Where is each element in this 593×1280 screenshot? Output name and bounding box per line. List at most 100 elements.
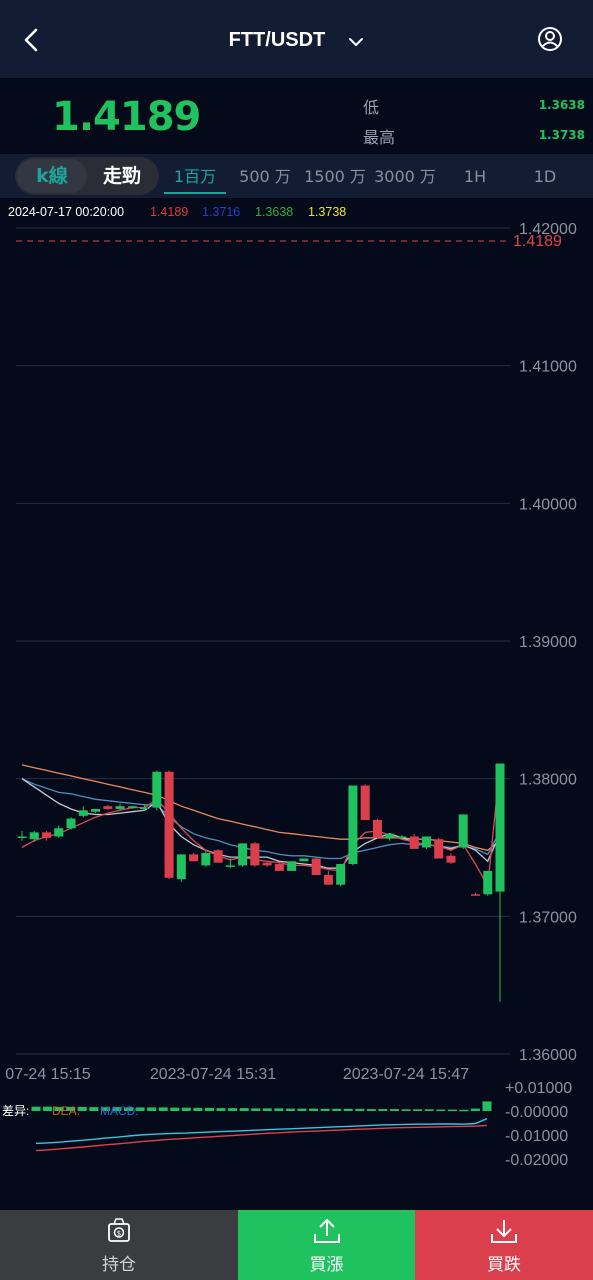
holdings-button[interactable]: $ 持仓	[0, 1210, 238, 1280]
buy-up-button[interactable]: 買漲	[238, 1210, 415, 1280]
pair-selector[interactable]: FTT/USDT	[0, 22, 593, 58]
low-label: 低	[363, 98, 380, 117]
macd-histogram-bar	[100, 1107, 110, 1111]
candle-body	[336, 864, 346, 885]
kline-chart[interactable]: 1.42000 1.41000 1.40000 1.39000 1.38000 1.370…	[0, 198, 593, 1210]
x-tick-label: 2023-07-24 15:47	[343, 1066, 469, 1083]
candles	[17, 763, 505, 1002]
macd-histogram-bar	[124, 1107, 134, 1111]
candle-body	[238, 843, 248, 866]
macd-histogram-bar	[320, 1108, 330, 1111]
pair-title: FTT/USDT	[228, 29, 326, 51]
wallet-icon: $	[108, 1218, 130, 1242]
macd-histogram-bar	[239, 1108, 249, 1111]
chevron-left-icon	[24, 28, 38, 52]
tab-1m[interactable]: 1百万	[164, 162, 226, 194]
tab-3000[interactable]: 3000 万	[374, 167, 436, 186]
mode-kline-button[interactable]: k線	[17, 159, 87, 193]
macd-histogram-bar	[297, 1108, 307, 1111]
user-icon	[538, 27, 562, 51]
macd-histogram-bar	[251, 1108, 261, 1111]
macd-histogram-bar	[436, 1109, 446, 1112]
moving-averages	[21, 764, 501, 889]
ohlc-time: 2024-07-17 00:20:00	[8, 205, 124, 219]
macd-histogram-bar	[89, 1107, 99, 1111]
low-value: 1.3638	[538, 98, 585, 112]
candle-body	[483, 870, 493, 895]
macd-histogram-bar	[355, 1108, 365, 1111]
candle-body	[348, 785, 358, 865]
y-tick-label: 1.36000	[519, 1047, 577, 1064]
ma-line	[21, 764, 501, 889]
macd-histogram-bar	[135, 1107, 145, 1111]
macd-histogram-bar	[343, 1108, 353, 1111]
x-tick-label: 2023-07-24 15:31	[150, 1066, 276, 1083]
candle-body	[262, 862, 272, 866]
macd-histogram-bar	[482, 1101, 492, 1111]
y-tick-label: 1.41000	[519, 359, 577, 376]
candle-body	[42, 832, 52, 838]
candle-body	[66, 818, 76, 829]
y-tick-label: 1.38000	[519, 772, 577, 789]
candle-body	[78, 810, 88, 816]
candle-body	[17, 836, 27, 838]
high-label: 最高	[363, 128, 396, 147]
buy-down-label: 買跌	[487, 1255, 521, 1275]
macd-histogram-bar	[158, 1107, 168, 1111]
candle-body	[213, 850, 223, 863]
candle-body	[409, 836, 419, 849]
candle-body	[421, 836, 431, 848]
tab-1h[interactable]: 1H	[463, 167, 487, 186]
tab-1500[interactable]: 1500 万	[304, 167, 366, 186]
buy-up-label: 買漲	[309, 1255, 344, 1275]
top-bar	[0, 0, 593, 78]
upload-icon	[313, 1219, 340, 1243]
macd-histogram-bar	[274, 1108, 284, 1111]
y-tick-label: 1.39000	[519, 634, 577, 651]
macd-histogram-bar	[147, 1107, 157, 1111]
tab-1d[interactable]: 1D	[533, 167, 557, 186]
macd-histogram-bar	[228, 1108, 238, 1111]
y-tick-label: 1.42000	[519, 221, 577, 238]
last-price: 1.4189	[52, 94, 201, 140]
tab-500[interactable]: 500 万	[239, 167, 291, 186]
candle-body	[164, 771, 174, 878]
candle-body	[152, 771, 162, 808]
current-price-label: 1.4189	[513, 233, 562, 250]
macd-histogram-bar	[66, 1106, 76, 1111]
macd-histogram-bar	[262, 1108, 272, 1111]
back-button[interactable]	[14, 20, 50, 60]
candle-body	[311, 858, 321, 876]
ma-line	[21, 764, 501, 852]
price-panel	[0, 78, 593, 154]
macd-histogram-bar	[413, 1109, 423, 1111]
mode-trend-button[interactable]: 走勁	[102, 165, 141, 187]
macd-histogram-bar	[285, 1108, 295, 1111]
macd-y-tick-label: +0.01000	[505, 1080, 572, 1097]
candle-body	[385, 833, 395, 838]
candle-body	[299, 858, 309, 862]
candle-body	[250, 843, 260, 866]
macd-y-tick-label: -0.01000	[505, 1128, 568, 1145]
y-tick-label: 1.40000	[519, 496, 577, 513]
candle-body	[103, 806, 113, 809]
candle-body	[127, 806, 137, 808]
candle-body	[201, 853, 211, 866]
user-button[interactable]	[535, 24, 565, 54]
macd-histogram-bar	[389, 1109, 399, 1111]
candle-body	[372, 819, 382, 838]
candle-body	[323, 875, 333, 885]
macd-histogram-bar	[181, 1107, 191, 1111]
candle-body	[176, 854, 186, 880]
candle-body	[91, 808, 101, 812]
candle-body	[225, 865, 235, 867]
macd-dea-label: DEA:	[52, 1104, 80, 1118]
macd-histogram-bar	[216, 1108, 226, 1111]
candle-body	[495, 763, 505, 892]
candle-body	[470, 894, 480, 896]
download-icon	[491, 1220, 517, 1243]
buy-down-button[interactable]: 買跌	[415, 1210, 593, 1280]
macd-y-tick-label: -0.02000	[505, 1152, 568, 1169]
candle-body	[434, 839, 444, 859]
high-value: 1.3738	[538, 128, 585, 142]
